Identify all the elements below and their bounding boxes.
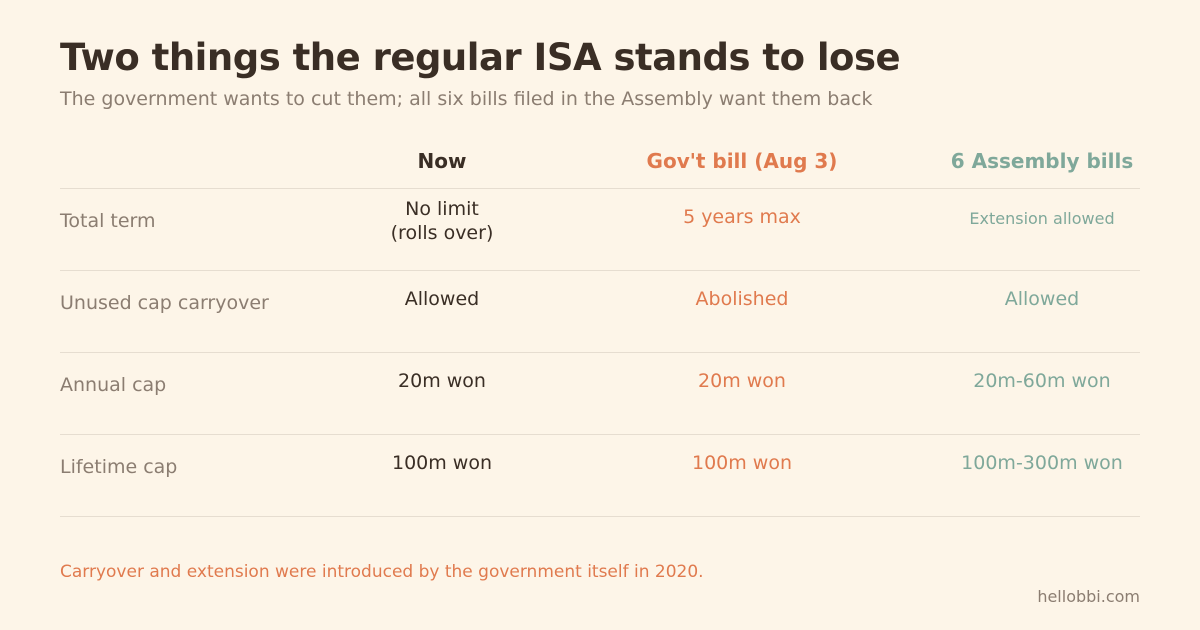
- cell-assembly-bills: 100m-300m won: [961, 452, 1123, 474]
- column-header-assembly-bills: 6 Assembly bills: [950, 149, 1134, 173]
- column-header-now: Now: [417, 149, 467, 173]
- cell-now: No limit (rolls over): [390, 198, 494, 244]
- footnote: Carryover and extension were introduced …: [60, 562, 704, 582]
- cell-now: 20m won: [398, 370, 486, 392]
- table-row-carryover: Unused cap carryover Allowed Abolished A…: [60, 271, 1140, 353]
- chart-subtitle: The government wants to cut them; all si…: [60, 88, 873, 110]
- row-label: Unused cap carryover: [60, 292, 269, 314]
- cell-now: 100m won: [391, 452, 493, 474]
- cell-assembly-bills: Allowed: [1004, 288, 1080, 310]
- cell-government-bill: Abolished: [695, 288, 789, 310]
- chart-title: Two things the regular ISA stands to los…: [60, 36, 901, 79]
- column-header-government-bill: Gov't bill (Aug 3): [646, 149, 838, 173]
- table-row-lifetime-cap: Lifetime cap 100m won 100m won 100m-300m…: [60, 435, 1140, 517]
- cell-assembly-bills: 20m-60m won: [973, 370, 1111, 392]
- table-row-total-term: Total term No limit (rolls over) 5 years…: [60, 189, 1140, 271]
- comparison-table: Now Gov't bill (Aug 3) 6 Assembly bills …: [60, 136, 1140, 517]
- source-credit: hellobbi.com: [1037, 587, 1140, 606]
- cell-now: Allowed: [404, 288, 480, 310]
- table-row-annual-cap: Annual cap 20m won 20m won 20m-60m won: [60, 353, 1140, 435]
- cell-assembly-bills: Extension allowed: [969, 209, 1115, 228]
- cell-government-bill: 100m won: [691, 452, 793, 474]
- row-label: Total term: [60, 210, 156, 232]
- cell-government-bill: 5 years max: [683, 206, 801, 228]
- cell-government-bill: 20m won: [698, 370, 786, 392]
- table-header-row: Now Gov't bill (Aug 3) 6 Assembly bills: [60, 136, 1140, 189]
- row-label: Annual cap: [60, 374, 167, 396]
- row-label: Lifetime cap: [60, 456, 178, 478]
